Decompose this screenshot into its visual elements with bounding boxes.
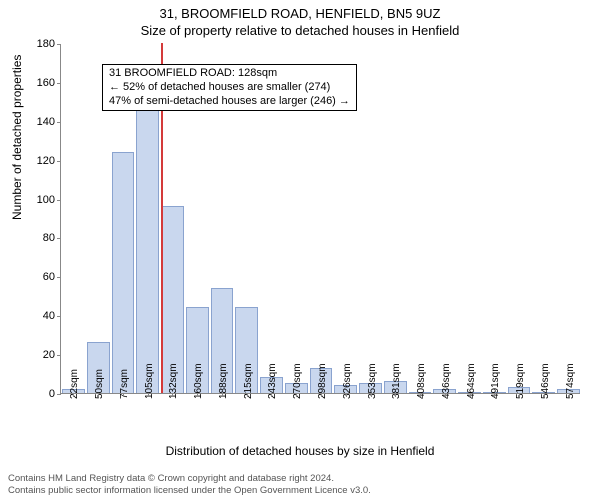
annotation-line1: 31 BROOMFIELD ROAD: 128sqm [109, 67, 350, 81]
x-tick-mark [123, 393, 124, 397]
x-tick-label: 215sqm [243, 363, 254, 399]
y-tick-label: 40 [21, 310, 55, 322]
x-tick-label: 132sqm [168, 363, 179, 399]
y-tick-label: 20 [21, 349, 55, 361]
y-tick-mark [57, 238, 61, 239]
x-tick-mark [494, 393, 495, 397]
y-tick-label: 0 [21, 388, 55, 400]
x-tick-mark [544, 393, 545, 397]
x-tick-mark [148, 393, 149, 397]
x-tick-label: 574sqm [565, 363, 576, 399]
y-tick-mark [57, 122, 61, 123]
x-tick-label: 436sqm [441, 363, 452, 399]
x-tick-label: 298sqm [317, 363, 328, 399]
y-tick-mark [57, 277, 61, 278]
y-tick-mark [57, 355, 61, 356]
x-tick-mark [321, 393, 322, 397]
x-tick-label: 408sqm [416, 363, 427, 399]
y-tick-mark [57, 44, 61, 45]
x-tick-mark [569, 393, 570, 397]
footer-line1: Contains HM Land Registry data © Crown c… [8, 473, 371, 484]
x-tick-label: 491sqm [490, 363, 501, 399]
y-tick-label: 180 [21, 38, 55, 50]
x-tick-mark [519, 393, 520, 397]
x-tick-label: 326sqm [342, 363, 353, 399]
annotation-line2: ← 52% of detached houses are smaller (27… [109, 81, 350, 95]
x-tick-mark [395, 393, 396, 397]
x-tick-mark [271, 393, 272, 397]
bar [112, 152, 135, 393]
y-tick-mark [57, 161, 61, 162]
y-tick-mark [57, 200, 61, 201]
x-tick-mark [420, 393, 421, 397]
y-tick-label: 160 [21, 77, 55, 89]
x-tick-mark [371, 393, 372, 397]
footer-attribution: Contains HM Land Registry data © Crown c… [8, 473, 371, 496]
bar [136, 82, 159, 393]
annotation-box: 31 BROOMFIELD ROAD: 128sqm ← 52% of deta… [102, 64, 357, 111]
x-tick-mark [172, 393, 173, 397]
x-tick-label: 464sqm [466, 363, 477, 399]
x-tick-mark [98, 393, 99, 397]
x-tick-label: 188sqm [218, 363, 229, 399]
x-tick-mark [346, 393, 347, 397]
y-tick-label: 80 [21, 232, 55, 244]
y-tick-label: 100 [21, 194, 55, 206]
x-tick-label: 519sqm [515, 363, 526, 399]
x-tick-mark [222, 393, 223, 397]
y-tick-label: 140 [21, 116, 55, 128]
x-axis-label: Distribution of detached houses by size … [0, 444, 600, 458]
x-tick-mark [445, 393, 446, 397]
y-tick-label: 120 [21, 155, 55, 167]
x-tick-label: 77sqm [119, 369, 130, 399]
y-tick-mark [57, 394, 61, 395]
chart-area: 02040608010012014016018022sqm50sqm77sqm1… [60, 44, 580, 394]
chart-title-line1: 31, BROOMFIELD ROAD, HENFIELD, BN5 9UZ [0, 0, 600, 21]
x-tick-mark [470, 393, 471, 397]
x-tick-mark [197, 393, 198, 397]
x-tick-mark [247, 393, 248, 397]
x-tick-label: 50sqm [94, 369, 105, 399]
y-tick-mark [57, 83, 61, 84]
x-tick-mark [73, 393, 74, 397]
x-tick-label: 22sqm [69, 369, 80, 399]
x-tick-label: 270sqm [292, 363, 303, 399]
chart-title-line2: Size of property relative to detached ho… [0, 21, 600, 38]
footer-line2: Contains public sector information licen… [8, 485, 371, 496]
x-tick-label: 381sqm [391, 363, 402, 399]
x-tick-label: 353sqm [367, 363, 378, 399]
x-tick-label: 105sqm [144, 363, 155, 399]
x-tick-label: 546sqm [540, 363, 551, 399]
y-tick-mark [57, 316, 61, 317]
y-tick-label: 60 [21, 271, 55, 283]
x-tick-mark [296, 393, 297, 397]
x-tick-label: 243sqm [267, 363, 278, 399]
x-tick-label: 160sqm [193, 363, 204, 399]
annotation-line3: 47% of semi-detached houses are larger (… [109, 95, 350, 109]
